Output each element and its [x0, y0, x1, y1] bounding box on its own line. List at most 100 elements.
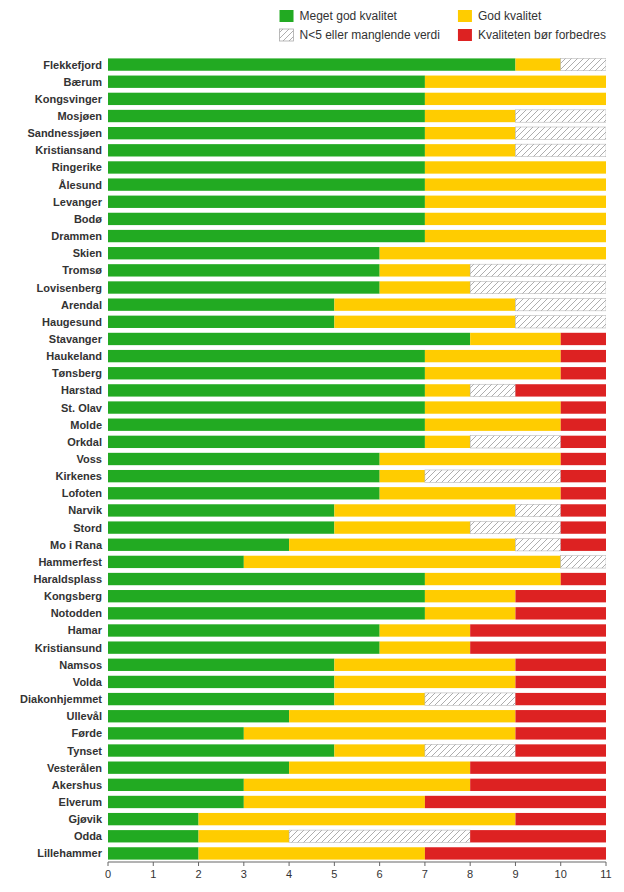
bar-segment: [425, 230, 606, 242]
category-label: St. Olav: [61, 402, 103, 414]
bar-segment: [515, 693, 606, 705]
category-label: Drammen: [51, 230, 102, 242]
bar-segment: [199, 813, 516, 825]
bar-segment: [108, 504, 334, 516]
category-label: Hamar: [68, 624, 103, 636]
bar-segment: [108, 796, 244, 808]
bar-segment: [108, 813, 199, 825]
bar-segment: [334, 676, 515, 688]
bar-segment: [108, 178, 425, 190]
bar-segment: [425, 127, 516, 139]
legend-label: Meget god kvalitet: [300, 9, 398, 23]
bar-segment: [470, 264, 606, 276]
bar-segment: [108, 350, 425, 362]
category-label: Førde: [71, 727, 102, 739]
bar-segment: [515, 144, 606, 156]
bar-segment: [470, 624, 606, 636]
bar-segment: [561, 333, 606, 345]
x-tick: [289, 862, 290, 866]
legend-item: God kvalitet: [458, 9, 542, 23]
bar-segment: [606, 196, 607, 208]
bar-segment: [108, 316, 334, 328]
bar-segment: [108, 573, 425, 585]
category-label: Haraldsplass: [34, 573, 102, 585]
bar-segment: [108, 727, 244, 739]
bar-segment: [108, 127, 425, 139]
bar-segment: [606, 76, 607, 88]
bar-segment: [606, 556, 607, 568]
bar-segment: [606, 178, 607, 190]
bar-segment: [606, 230, 607, 242]
x-tick-label: 4: [286, 868, 292, 880]
bar-segment: [380, 624, 471, 636]
bar-segment: [515, 813, 606, 825]
category-label: Harstad: [61, 384, 102, 396]
category-label: Lovisenberg: [37, 282, 102, 294]
bar-segment: [425, 573, 561, 585]
bar-segment: [108, 521, 334, 533]
bar-segment: [108, 539, 289, 551]
bar-segment: [515, 539, 560, 551]
bar-segment: [244, 796, 425, 808]
bar-segment: [425, 196, 606, 208]
bar-segment: [108, 196, 425, 208]
x-axis-line: [108, 862, 606, 863]
x-tick-label: 2: [195, 868, 201, 880]
bar-segment: [425, 847, 606, 859]
bar-segment: [334, 298, 515, 310]
category-label: Arendal: [61, 299, 102, 311]
bar-segment: [561, 539, 606, 551]
bar-segment: [108, 830, 199, 842]
bar-segment: [561, 504, 606, 516]
bar-segment: [380, 281, 471, 293]
x-tick: [153, 862, 154, 866]
bar-segment: [470, 830, 606, 842]
bar-segment: [108, 419, 425, 431]
category-label: Ringerike: [52, 161, 102, 173]
bar-segment: [108, 607, 425, 619]
legend-label: God kvalitet: [478, 9, 542, 23]
bar-segment: [108, 384, 425, 396]
bar-segment: [425, 178, 606, 190]
bar-segment: [515, 58, 560, 70]
bar-segment: [108, 641, 380, 653]
bar-segment: [470, 521, 561, 533]
bar-segment: [289, 762, 470, 774]
bar-segment: [425, 419, 561, 431]
bar-segment: [470, 641, 606, 653]
bar-segment: [289, 539, 515, 551]
bar-segment: [108, 453, 380, 465]
bar-segment: [561, 419, 606, 431]
x-tick-label: 7: [422, 868, 428, 880]
category-label: Sandnessjøen: [27, 127, 102, 139]
x-tick: [243, 862, 244, 866]
category-label: Narvik: [68, 504, 103, 516]
category-label: Hammerfest: [38, 556, 102, 568]
category-label: Ullevål: [67, 710, 102, 722]
bar-segment: [425, 110, 516, 122]
bar-segment: [108, 298, 334, 310]
bar-segment: [425, 76, 606, 88]
bar-segment: [561, 436, 606, 448]
bar-segment: [425, 607, 516, 619]
bar-segment: [108, 401, 425, 413]
category-label: Lofoten: [62, 487, 103, 499]
category-label: Levanger: [53, 196, 103, 208]
category-label: Bærum: [63, 76, 102, 88]
bar-segment: [108, 110, 425, 122]
bar-segment: [425, 590, 516, 602]
bar-segment: [425, 796, 606, 808]
bar-segment: [606, 316, 607, 328]
category-label: Bodø: [74, 213, 102, 225]
bar-segment: [425, 470, 561, 482]
bar-segment: [334, 521, 470, 533]
bar-segment: [334, 744, 425, 756]
category-label: Flekkefjord: [43, 59, 102, 71]
bar-segment: [606, 247, 607, 259]
bar-segment: [561, 521, 606, 533]
category-label: Voss: [77, 453, 102, 465]
category-label: Tønsberg: [52, 367, 102, 379]
bar-segment: [380, 487, 561, 499]
category-label: Mo i Rana: [50, 539, 103, 551]
bar-segment: [108, 281, 380, 293]
